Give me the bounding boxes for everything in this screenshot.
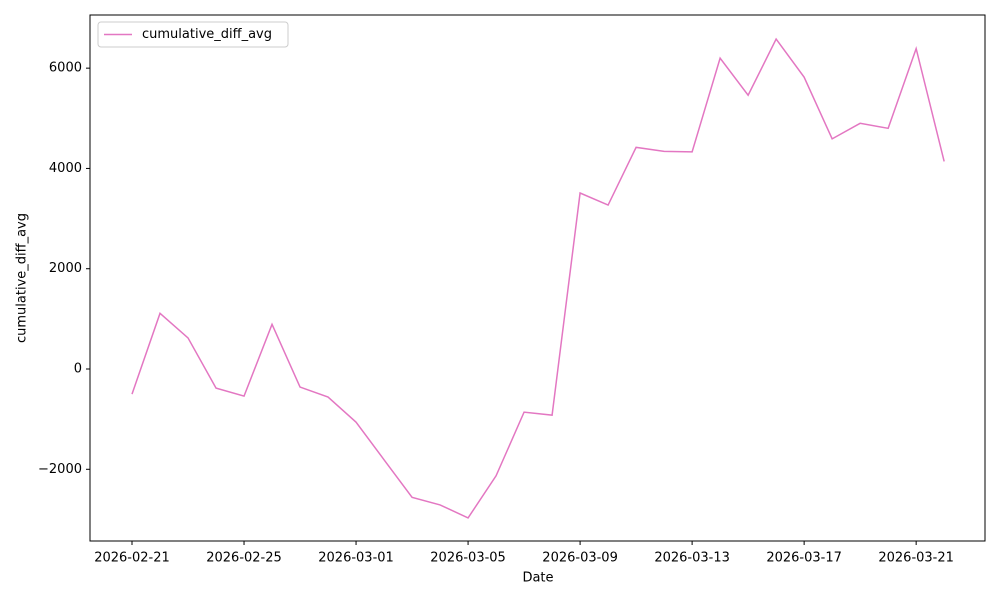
- legend-label: cumulative_diff_avg: [142, 27, 272, 42]
- y-tick-label: −2000: [38, 462, 82, 477]
- x-tick-label: 2026-03-05: [430, 551, 506, 566]
- x-axis-label: Date: [522, 571, 553, 586]
- y-tick-label: 0: [74, 362, 82, 377]
- x-tick-label: 2026-03-01: [318, 551, 394, 566]
- x-tick-label: 2026-03-17: [766, 551, 842, 566]
- x-tick-label: 2026-02-25: [206, 551, 282, 566]
- x-tick-label: 2026-02-21: [94, 551, 170, 566]
- y-tick-label: 2000: [49, 261, 82, 276]
- y-axis-label: cumulative_diff_avg: [15, 213, 30, 343]
- y-tick-label: 6000: [49, 61, 82, 76]
- y-tick-label: 4000: [49, 161, 82, 176]
- x-tick-label: 2026-03-13: [654, 551, 730, 566]
- x-tick-label: 2026-03-21: [878, 551, 954, 566]
- x-tick-label: 2026-03-09: [542, 551, 618, 566]
- plot-frame: [89, 14, 986, 542]
- legend-box: [97, 21, 289, 48]
- data-line: [131, 37, 945, 519]
